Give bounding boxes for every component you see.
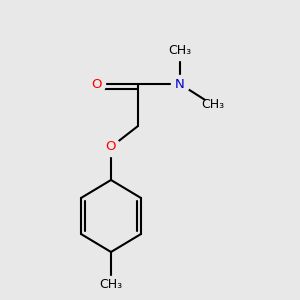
Text: CH₃: CH₃ <box>168 44 192 58</box>
Text: O: O <box>91 77 101 91</box>
Text: CH₃: CH₃ <box>201 98 225 112</box>
Text: O: O <box>106 140 116 154</box>
Text: N: N <box>175 77 185 91</box>
Text: CH₃: CH₃ <box>99 278 123 292</box>
